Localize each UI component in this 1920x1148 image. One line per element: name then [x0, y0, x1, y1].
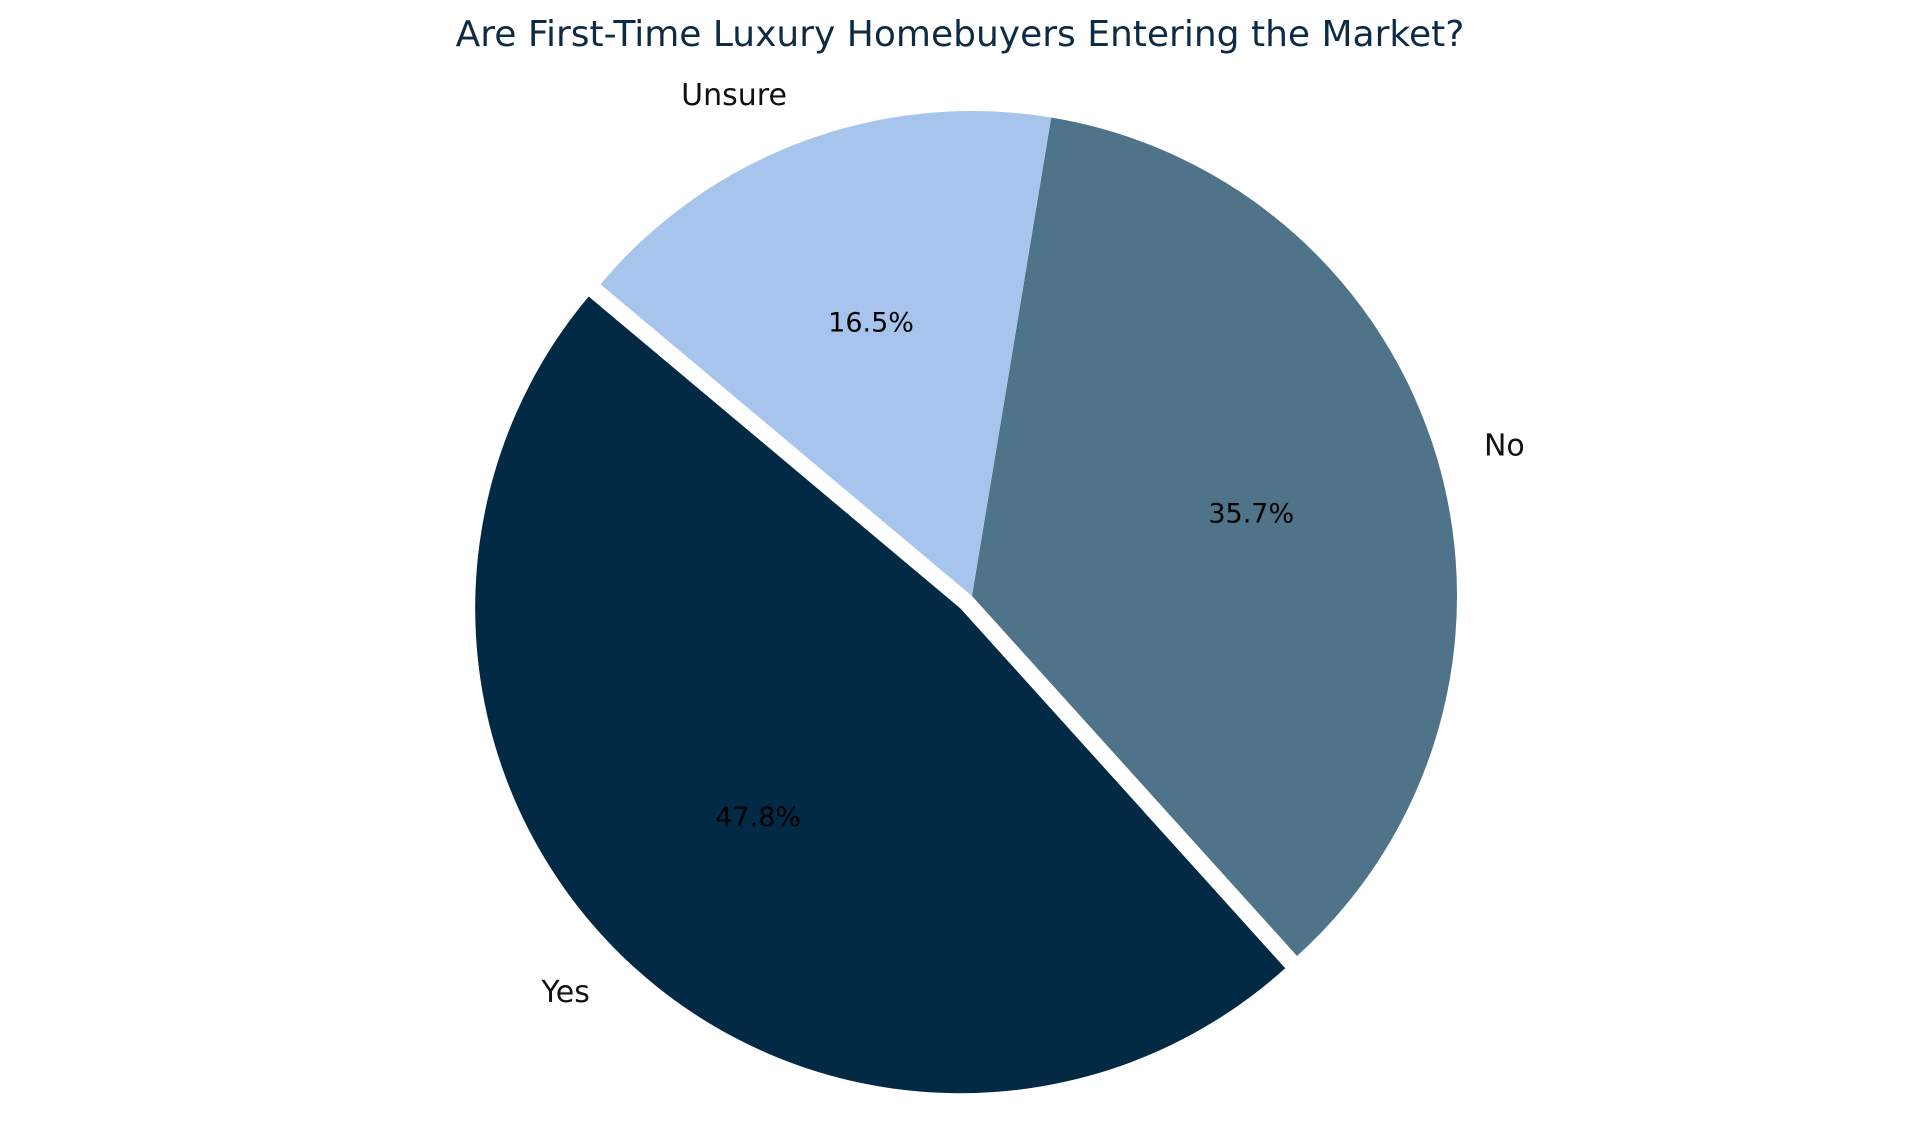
- pie-slice-yes: [475, 296, 1286, 1094]
- pct-label-no: 35.7%: [1208, 499, 1294, 530]
- pie-slices: [475, 110, 1458, 1094]
- chart-title: Are First-Time Luxury Homebuyers Enterin…: [456, 14, 1465, 55]
- slice-label-no: No: [1484, 428, 1525, 463]
- pie-slice-unsure: [600, 110, 1052, 596]
- pct-label-unsure: 16.5%: [828, 308, 914, 339]
- pie-slice-no: [972, 117, 1458, 956]
- slice-label-yes: Yes: [540, 975, 589, 1010]
- slice-label-unsure: Unsure: [681, 78, 787, 113]
- pct-label-yes: 47.8%: [715, 802, 801, 833]
- pie-labels: 47.8% Yes 35.7% No 16.5% Unsure: [540, 78, 1524, 1010]
